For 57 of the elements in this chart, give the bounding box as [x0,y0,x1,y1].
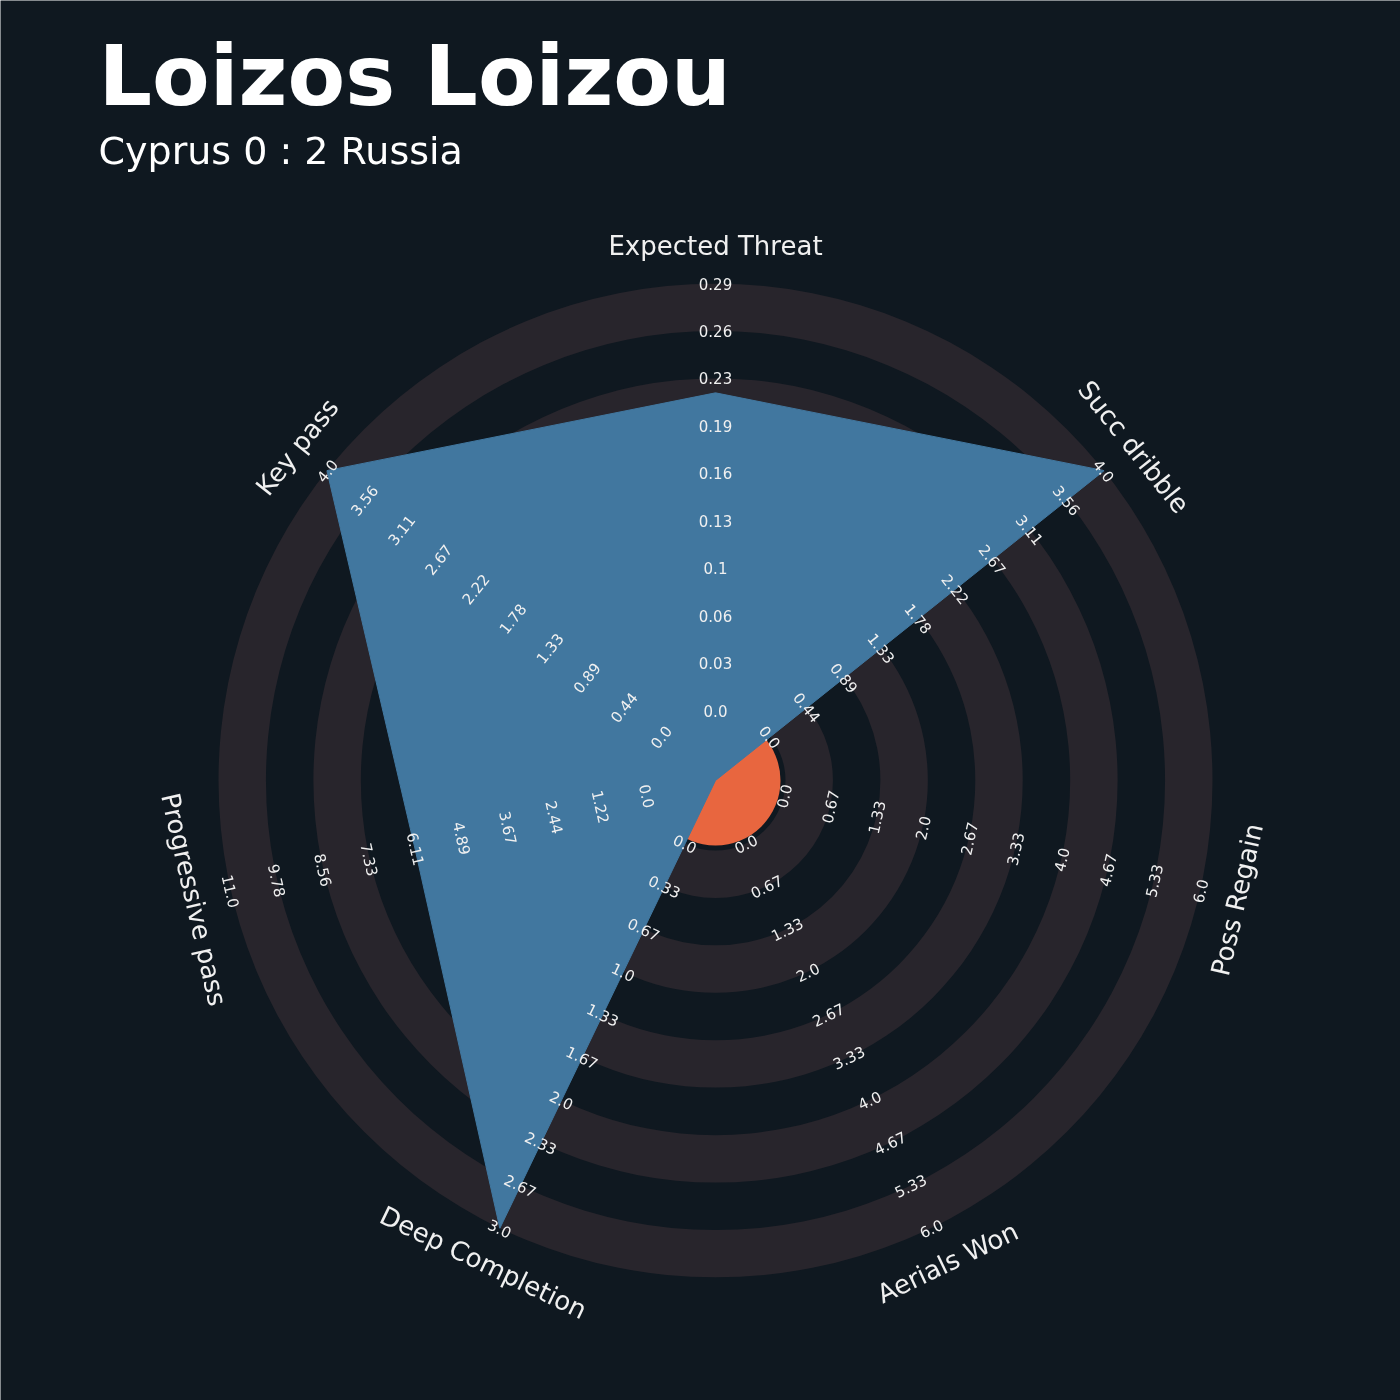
text: 7.33 [356,841,382,878]
text: 5.33 [892,1171,930,1202]
text: 0.33 [645,871,684,903]
text: 0.0 [773,782,797,810]
text: 0.29 [698,275,733,294]
text: 0.67 [624,914,663,946]
text: 4.67 [871,1128,910,1160]
chart-title: Loizos Loizou [98,26,731,125]
text: 2.67 [957,820,983,857]
text: 1.33 [768,914,807,946]
text: 0.06 [698,607,733,626]
text: 0.0 [731,831,761,858]
text: 0.26 [698,322,733,341]
text: 2.0 [912,814,935,842]
text: 0.0 [647,722,677,753]
text: 0.16 [698,465,733,484]
text: 0.0 [754,722,784,753]
text: 6.0 [1189,877,1213,905]
text: 3.33 [1003,830,1029,868]
text: 0.03 [698,655,733,674]
chart-subtitle: Cyprus 0 : 2 Russia [98,128,463,173]
text: 2.67 [809,1000,848,1031]
text: 4.89 [448,820,474,857]
text: 2.44 [541,799,567,836]
text: 0.19 [698,417,733,436]
text: 6.11 [402,830,428,868]
text: 2.0 [793,959,823,986]
text: 11.0 [217,873,243,910]
text: 0.23 [698,370,733,389]
text: 4.0 [855,1087,885,1115]
text: 2.0 [546,1087,576,1115]
text: 1.33 [583,1000,622,1031]
text: 0.67 [747,871,786,903]
text: 2.33 [521,1128,560,1160]
text: 4.67 [1096,851,1121,889]
spoke-label: Expected Threat [608,230,823,261]
text: 3.0 [484,1215,515,1243]
text: 0.0 [670,831,700,858]
text: 0.0 [634,782,658,810]
text: 0.1 [703,560,728,579]
text: 1.22 [587,788,613,826]
text: 3.67 [495,809,521,847]
text: 4.0 [313,456,343,487]
text: 6.0 [916,1215,947,1243]
text: 1.67 [562,1042,601,1074]
text: 1.33 [864,799,890,836]
text: 9.78 [263,862,289,900]
text: 0.67 [818,788,844,826]
text: 4.0 [1050,846,1074,874]
text: 8.56 [310,851,335,889]
text: 0.0 [703,702,728,721]
text: 4.0 [1088,456,1118,487]
text: 5.33 [1142,862,1168,900]
text: 2.67 [501,1171,539,1202]
text: 3.33 [830,1042,869,1074]
text: 0.13 [698,512,733,531]
text: 1.0 [608,959,638,986]
